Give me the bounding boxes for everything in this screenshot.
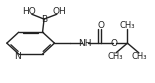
Text: O: O <box>111 39 118 48</box>
Text: B: B <box>41 15 47 24</box>
Text: CH₃: CH₃ <box>107 52 123 61</box>
Text: CH₃: CH₃ <box>132 52 147 61</box>
Text: N: N <box>14 52 21 61</box>
Text: O: O <box>97 21 104 30</box>
Text: CH₃: CH₃ <box>120 21 135 30</box>
Text: OH: OH <box>53 7 66 16</box>
Text: NH: NH <box>78 39 91 48</box>
Text: HO: HO <box>22 7 36 16</box>
